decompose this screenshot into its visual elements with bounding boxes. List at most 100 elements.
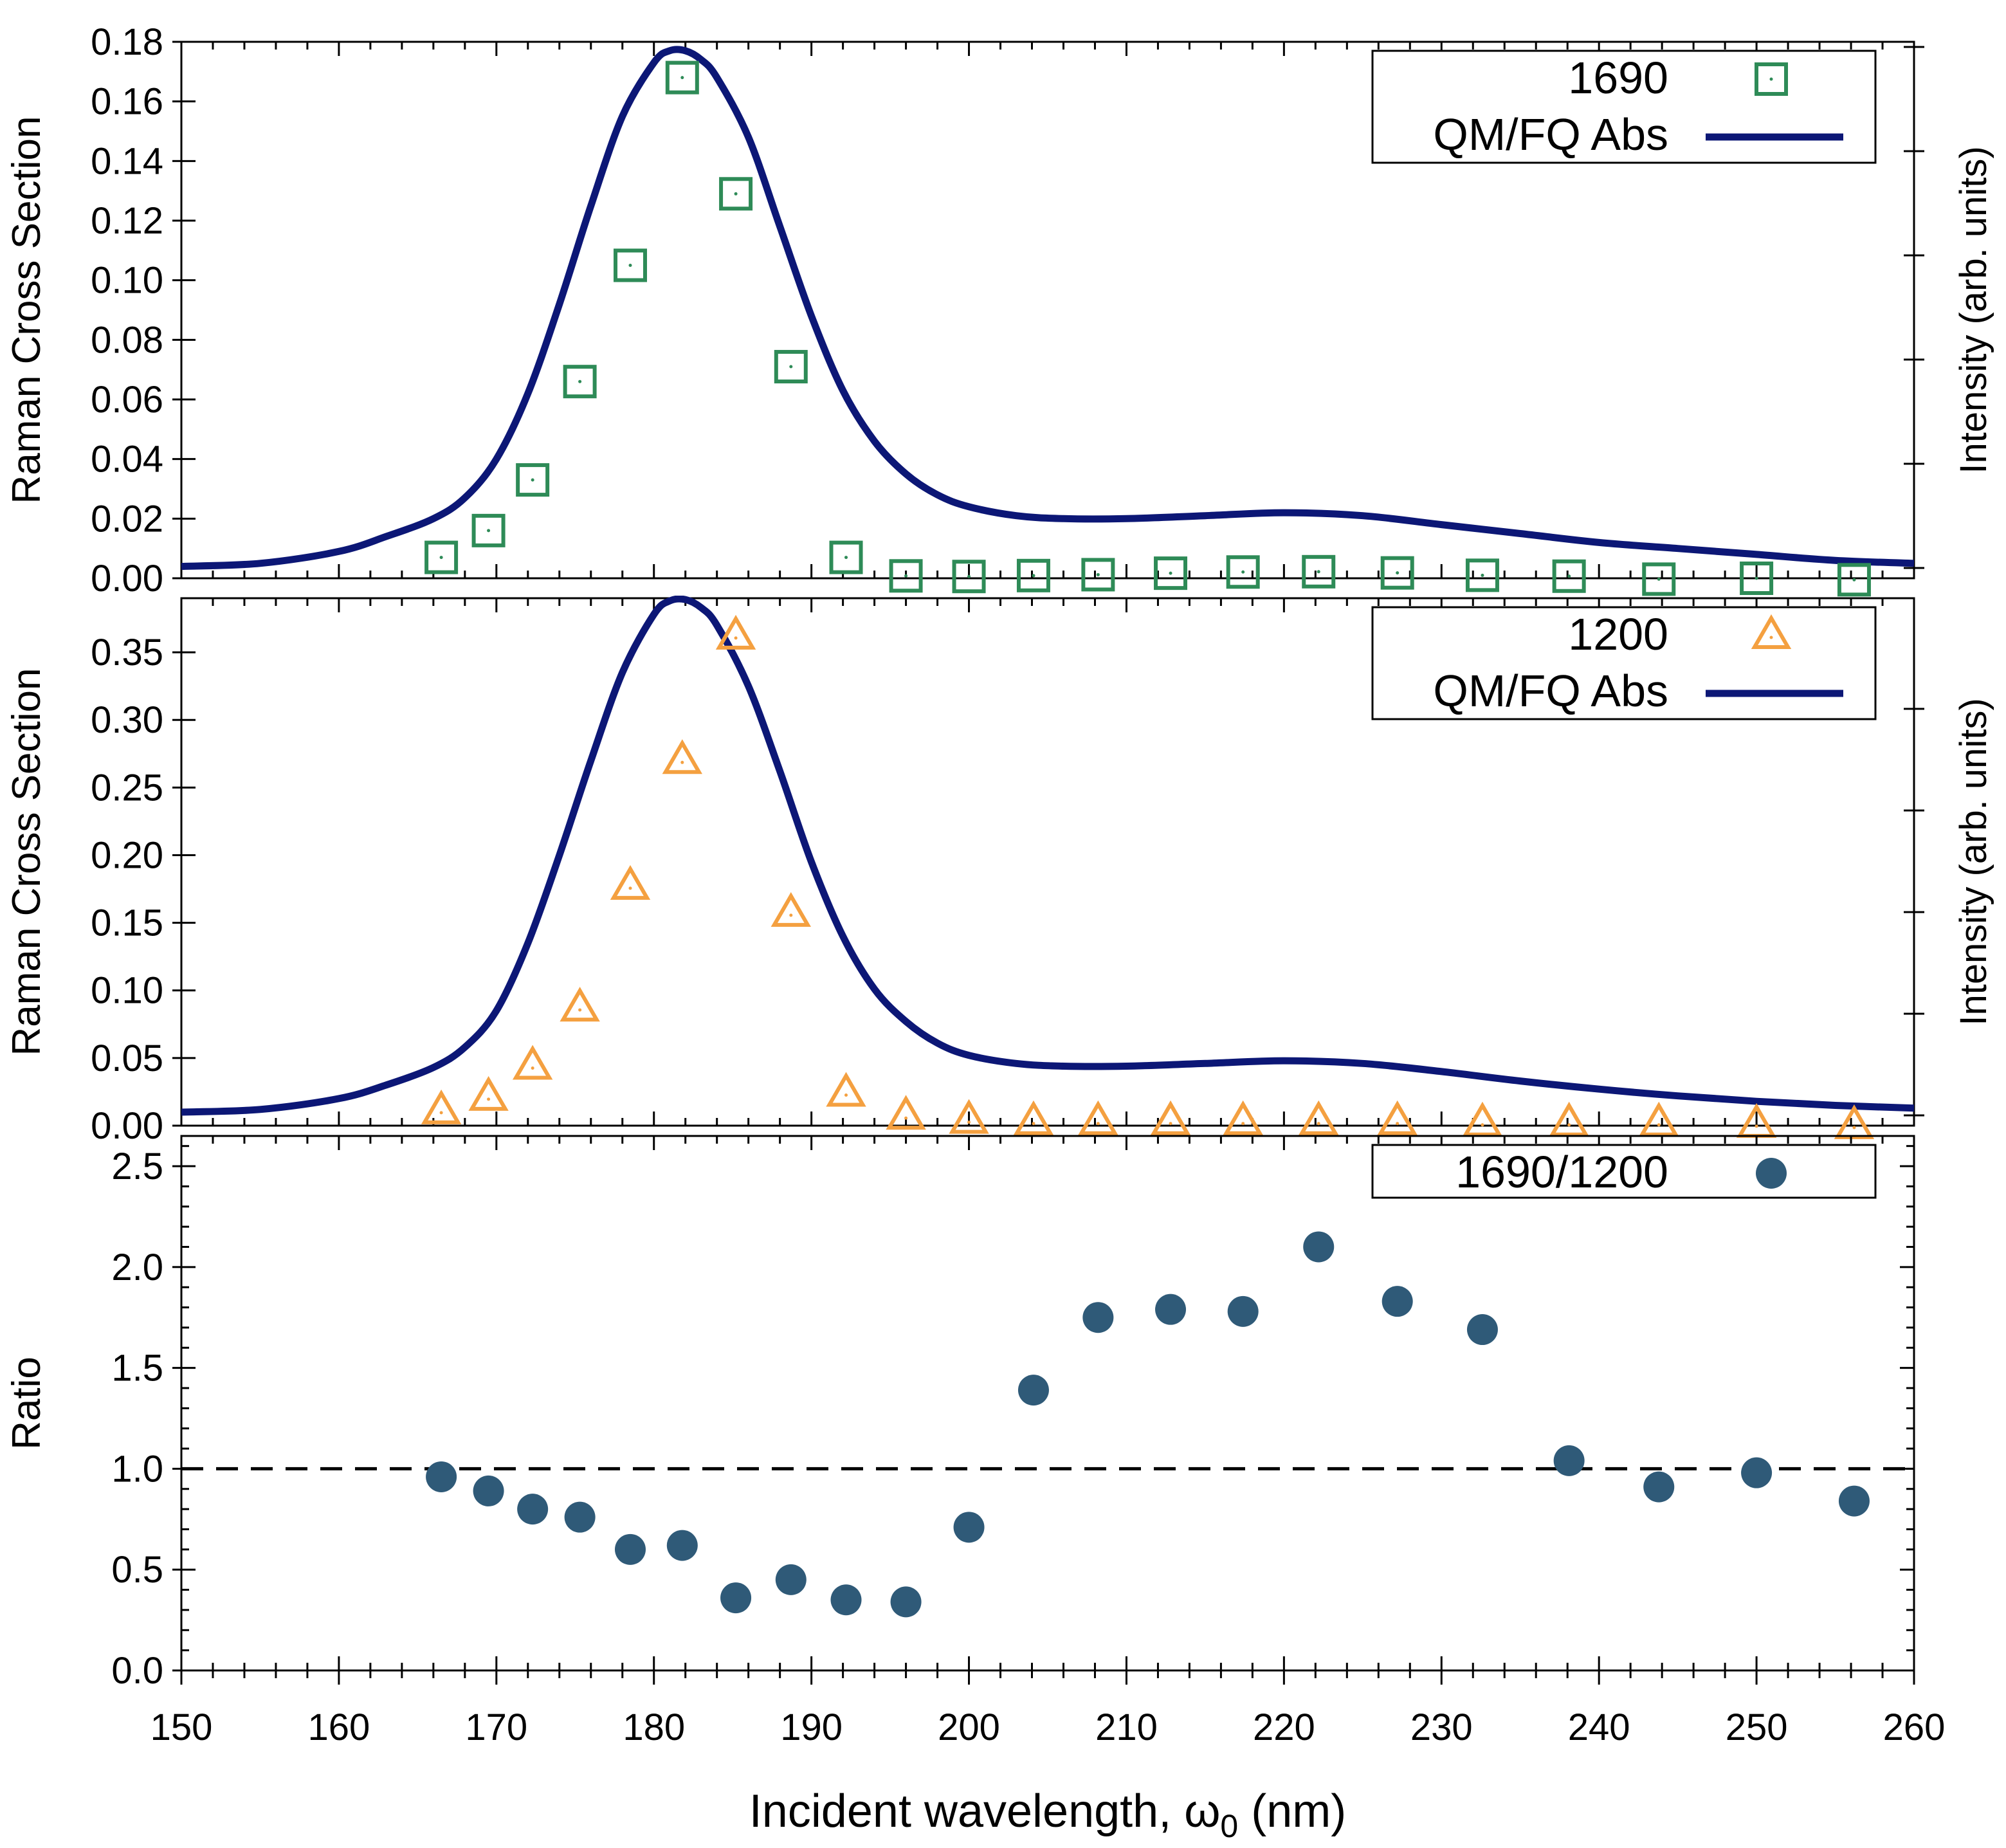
data-point xyxy=(512,1045,553,1080)
data-point xyxy=(563,365,597,399)
y-tick-label: 0.15 xyxy=(91,902,163,944)
y-tick-label: 0.06 xyxy=(91,379,163,421)
data-point xyxy=(829,540,863,574)
data-point xyxy=(1155,1294,1187,1325)
y-tick-label: 0.30 xyxy=(91,699,163,741)
plot-area xyxy=(181,596,1914,1116)
y-tick-label: 0.12 xyxy=(91,200,163,242)
data-point xyxy=(953,1512,985,1543)
legend-label: 1690/1200 xyxy=(1455,1147,1668,1197)
y-tick-label: 0.02 xyxy=(91,498,163,540)
data-point xyxy=(666,1530,698,1561)
data-point xyxy=(426,1461,457,1492)
data-point xyxy=(719,177,753,211)
data-point xyxy=(421,1089,462,1124)
data-point xyxy=(473,1475,504,1506)
data-point xyxy=(1226,555,1260,589)
y-tick-label: 0.16 xyxy=(91,81,163,123)
y-tick-label: 0.05 xyxy=(91,1038,163,1079)
y-tick-label: 0.10 xyxy=(91,970,163,1012)
legend-marker xyxy=(1751,614,1792,649)
data-point xyxy=(1740,562,1774,595)
data-point xyxy=(1082,1302,1114,1333)
data-point xyxy=(952,560,986,594)
data-point xyxy=(1150,1100,1191,1135)
data-point xyxy=(1639,1101,1679,1137)
y-tick-label: 0.14 xyxy=(91,140,163,182)
x-tick-label: 250 xyxy=(1726,1706,1788,1748)
data-point xyxy=(1081,558,1115,592)
legend-label: QM/FQ Abs xyxy=(1433,666,1668,716)
data-point xyxy=(424,540,459,574)
x-tick-label: 200 xyxy=(938,1706,1000,1748)
y-axis-label: Raman Cross Section xyxy=(5,116,49,504)
data-point xyxy=(886,1095,926,1130)
data-point xyxy=(949,1099,989,1134)
data-point xyxy=(1741,1457,1773,1488)
y-tick-label: 0.20 xyxy=(91,834,163,876)
data-point xyxy=(1549,1101,1589,1137)
data-point xyxy=(715,614,756,650)
y-tick-label: 2.0 xyxy=(111,1247,163,1288)
data-point xyxy=(1016,558,1050,592)
y-tick-label: 0.5 xyxy=(111,1549,163,1591)
data-point xyxy=(720,1582,752,1614)
y-axis-label: Raman Cross Section xyxy=(5,668,49,1056)
data-point xyxy=(1553,1445,1585,1476)
data-point xyxy=(662,739,703,774)
data-point xyxy=(1834,1104,1875,1139)
panel-middle: 0.00 0.05 0.10 0.15 0.20 0.25 0.30 0.35 Intensit… xyxy=(5,596,1994,1147)
data-point xyxy=(1462,1101,1503,1137)
data-point xyxy=(1466,1314,1498,1346)
y-tick-label: 0.00 xyxy=(91,558,163,599)
data-point xyxy=(1837,563,1871,597)
x-tick-label: 260 xyxy=(1883,1706,1946,1748)
data-point xyxy=(826,1072,866,1107)
data-point xyxy=(517,1494,549,1525)
panel-top: 0.00 0.02 0.04 0.06 0.08 0.10 0.12 0.14 0.16 0.18… xyxy=(5,21,1994,599)
x-tick-label: 240 xyxy=(1568,1706,1630,1748)
y-tick-label: 0.00 xyxy=(91,1105,163,1147)
legend-label: 1200 xyxy=(1568,609,1668,659)
data-point xyxy=(1078,1100,1118,1135)
x-tick-label: 150 xyxy=(150,1706,213,1748)
data-point xyxy=(516,463,550,497)
data-point xyxy=(468,1075,509,1111)
data-point xyxy=(1302,554,1336,589)
x-tick-label: 170 xyxy=(465,1706,527,1748)
data-point xyxy=(610,865,651,900)
x-tick-label: 180 xyxy=(623,1706,685,1748)
x-axis-label: Incident wavelength, ω0 (nm) xyxy=(749,1786,1346,1844)
data-point xyxy=(1227,1295,1259,1327)
y-tick-label: 2.5 xyxy=(111,1146,163,1187)
legend-label: QM/FQ Abs xyxy=(1433,109,1668,160)
abs-curve xyxy=(181,46,1914,570)
plot-frame xyxy=(180,1135,1915,1672)
data-point xyxy=(1643,1471,1675,1503)
y-tick-label: 0.0 xyxy=(111,1650,163,1692)
data-point xyxy=(770,892,811,927)
legend-label: 1690 xyxy=(1568,53,1668,103)
data-point xyxy=(471,513,506,547)
legend-box xyxy=(1371,1144,1877,1199)
y-tick-label: 0.10 xyxy=(91,260,163,302)
data-point xyxy=(775,1564,807,1595)
data-point xyxy=(613,248,647,282)
data-point xyxy=(774,350,808,384)
y2-axis-label: Intensity (arb. units) xyxy=(1953,146,1994,473)
legend-box xyxy=(1371,50,1877,164)
data-point xyxy=(1465,558,1499,592)
legend-box xyxy=(1371,606,1877,720)
data-point xyxy=(830,1584,862,1616)
legend-marker xyxy=(1756,1158,1787,1189)
data-point xyxy=(665,60,699,95)
y-tick-label: 1.5 xyxy=(111,1348,163,1389)
data-point xyxy=(890,1586,922,1618)
plot-area xyxy=(181,46,1914,570)
data-point xyxy=(1154,556,1188,590)
data-point xyxy=(560,987,600,1022)
y-tick-label: 0.18 xyxy=(91,21,163,63)
y2-axis-label: Intensity (arb. units) xyxy=(1953,698,1994,1025)
x-tick-label: 190 xyxy=(780,1706,843,1748)
